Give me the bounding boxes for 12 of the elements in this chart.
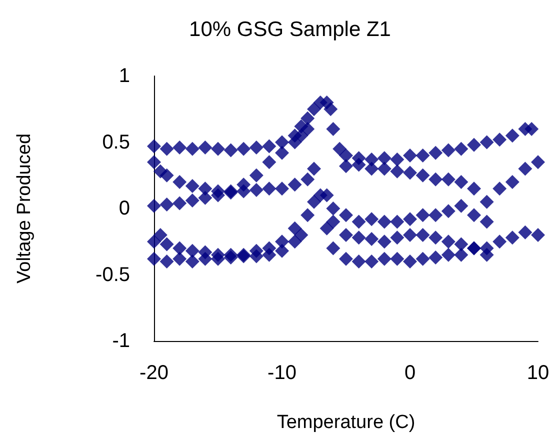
y-tick-label: -1 bbox=[112, 330, 130, 352]
x-tick-label: 10 bbox=[526, 362, 550, 384]
y-tick-label: -0.5 bbox=[96, 264, 130, 286]
y-tick-label: 1 bbox=[118, 65, 130, 87]
y-axis-title: Voltage Produced bbox=[14, 133, 35, 284]
x-axis-title: Temperature (C) bbox=[276, 412, 416, 433]
y-tick-label: 0.5 bbox=[102, 131, 130, 154]
x-tick-label: -20 bbox=[140, 362, 168, 384]
y-tick-label: 0 bbox=[118, 198, 130, 220]
x-tick-label: 0 bbox=[404, 362, 416, 384]
x-tick-label: -10 bbox=[268, 362, 296, 384]
chart-title: 10% GSG Sample Z1 bbox=[189, 18, 391, 41]
